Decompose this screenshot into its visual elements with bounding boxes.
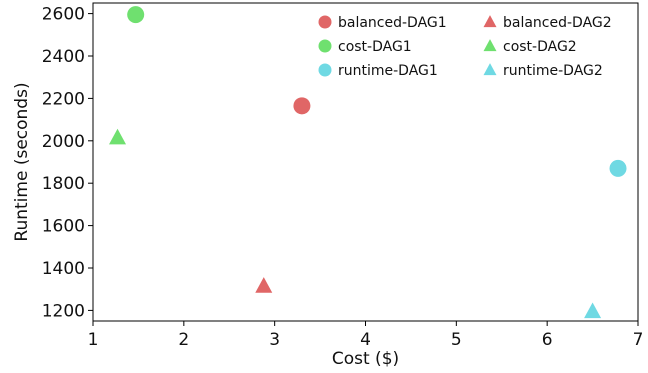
legend-marker-cost-dag2 <box>483 39 497 52</box>
data-point-cost-dag1 <box>127 6 145 24</box>
y-tick-label: 2000 <box>42 132 85 152</box>
x-tick-label: 7 <box>633 330 644 350</box>
x-tick-label: 1 <box>88 330 99 350</box>
y-tick-label: 2600 <box>42 5 85 25</box>
data-point-balanced-dag1 <box>293 97 311 115</box>
x-tick-label: 5 <box>451 330 462 350</box>
data-point-runtime-dag1 <box>609 159 627 177</box>
legend-label-runtime-dag2: runtime-DAG2 <box>503 63 603 79</box>
legend: balanced-DAG1 cost-DAG1 runtime-DAG1 balanc… <box>318 15 612 79</box>
legend-label-cost-dag2: cost-DAG2 <box>503 39 577 55</box>
plot-area: 1 2 3 4 5 6 7 1200 1400 1600 1800 2000 2200 2400 2600 <box>42 2 644 350</box>
legend-label-runtime-dag1: runtime-DAG1 <box>338 63 438 79</box>
legend-label-balanced-dag1: balanced-DAG1 <box>338 15 447 31</box>
legend-marker-cost-dag1 <box>318 39 332 53</box>
y-tick-label: 2200 <box>42 89 85 109</box>
legend-marker-runtime-dag2 <box>483 63 497 76</box>
x-axis-label: Cost ($) <box>332 349 399 369</box>
y-tick-label: 2400 <box>42 47 85 67</box>
legend-marker-runtime-dag1 <box>318 63 332 77</box>
y-tick-label: 1400 <box>42 259 85 279</box>
y-axis-label: Runtime (seconds) <box>12 82 32 241</box>
x-tick-label: 3 <box>269 330 280 350</box>
data-point-balanced-dag2 <box>255 277 273 293</box>
y-tick-label: 1800 <box>42 174 85 194</box>
x-tick-label: 2 <box>178 330 189 350</box>
x-tick-label: 6 <box>542 330 553 350</box>
y-tick-label: 1200 <box>42 301 85 321</box>
legend-marker-balanced-dag2 <box>483 15 497 28</box>
legend-marker-balanced-dag1 <box>318 15 332 29</box>
legend-label-balanced-dag2: balanced-DAG2 <box>503 15 612 31</box>
data-point-cost-dag2 <box>109 128 127 145</box>
y-tick-label: 1600 <box>42 217 85 237</box>
legend-label-cost-dag1: cost-DAG1 <box>338 39 412 55</box>
data-point-runtime-dag2 <box>584 302 602 319</box>
x-tick-label: 4 <box>360 330 371 350</box>
